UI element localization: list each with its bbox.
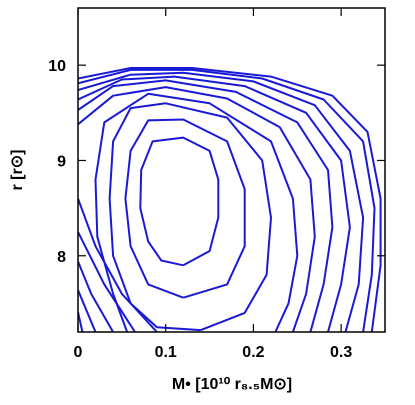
contour-line: [78, 67, 382, 332]
y-axis-label: r [r⊙]: [9, 150, 26, 191]
y-tick-label: 10: [48, 58, 66, 75]
contour-line: [78, 79, 334, 332]
y-tick-label: 8: [57, 249, 66, 266]
plot-frame: [77, 7, 386, 333]
contour-line: [108, 102, 272, 332]
x-tick-label: 0.2: [242, 344, 264, 361]
contour-line: [139, 136, 220, 267]
x-axis-label: M• [10¹⁰ r₈.₅M⊙]: [172, 376, 292, 393]
x-tick-label: 0.1: [155, 344, 177, 361]
x-tick-label: 0.3: [330, 344, 352, 361]
contour-line: [124, 118, 246, 299]
contour-line: [78, 71, 365, 332]
y-tick-label: 9: [57, 153, 66, 170]
x-tick-label: 0: [74, 344, 83, 361]
contour-line: [78, 75, 351, 332]
contour-line: [94, 92, 299, 332]
plot-area: [78, 67, 382, 332]
contour-line: [78, 86, 316, 332]
